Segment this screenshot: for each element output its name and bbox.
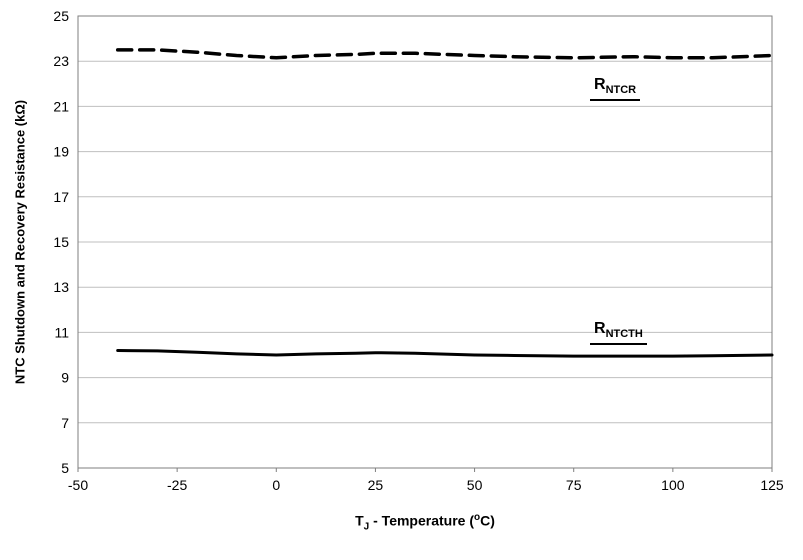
svg-text:9: 9	[61, 370, 69, 386]
svg-text:5: 5	[61, 460, 69, 476]
svg-text:15: 15	[53, 234, 69, 250]
svg-text:13: 13	[53, 279, 69, 295]
svg-text:125: 125	[760, 477, 784, 493]
svg-text:50: 50	[467, 477, 483, 493]
y-axis-title-text: NTC Shutdown and Recovery Resistance (kΩ…	[12, 99, 28, 385]
svg-text:21: 21	[53, 98, 69, 114]
x-axis-title: TJ - Temperature (oC)	[355, 512, 495, 533]
svg-text:23: 23	[53, 53, 69, 69]
series-label-rntcr: RNTCR	[590, 76, 641, 102]
svg-text:100: 100	[661, 477, 685, 493]
svg-text:25: 25	[53, 8, 69, 24]
series-label-rntcth: RNTCTH	[590, 320, 647, 346]
svg-text:75: 75	[566, 477, 582, 493]
y-axis-title: NTC Shutdown and Recovery Resistance (kΩ…	[13, 100, 28, 384]
svg-text:-25: -25	[167, 477, 187, 493]
svg-text:11: 11	[54, 324, 69, 340]
svg-text:17: 17	[53, 189, 69, 205]
svg-text:-50: -50	[68, 477, 88, 493]
svg-text:25: 25	[368, 477, 384, 493]
svg-text:7: 7	[61, 415, 69, 431]
svg-text:0: 0	[272, 477, 280, 493]
svg-text:19: 19	[53, 144, 69, 160]
